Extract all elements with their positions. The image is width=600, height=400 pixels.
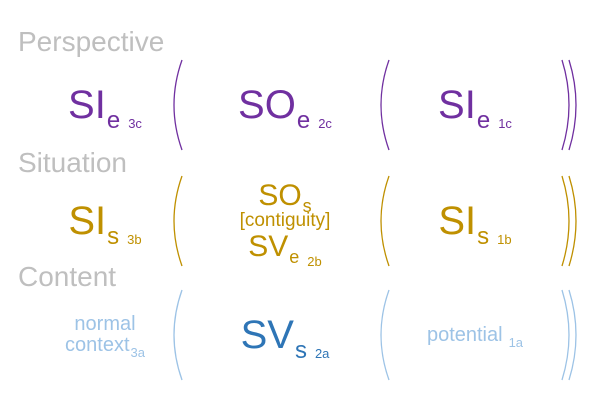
paren	[568, 59, 577, 151]
paren	[173, 59, 183, 151]
paren	[568, 175, 577, 267]
term: SV	[248, 229, 289, 263]
cell: SIe 1c	[380, 60, 570, 150]
row-label: Perspective	[18, 26, 165, 57]
index: 3b	[127, 232, 142, 247]
index: 2c	[318, 116, 332, 131]
row-label: Situation	[18, 147, 127, 178]
subscript: e	[289, 246, 300, 267]
row-label: Content	[18, 261, 117, 292]
cell-line: normal	[74, 314, 135, 335]
paren	[561, 289, 570, 381]
cell-line: potential 1a	[426, 323, 523, 349]
cell-line: SOs	[258, 178, 311, 215]
paren	[380, 59, 390, 151]
index: 1b	[497, 232, 512, 247]
cell: potential 1a	[380, 290, 570, 380]
paren	[173, 289, 183, 381]
term: potential	[426, 323, 503, 346]
paren	[380, 289, 390, 381]
subscript: e	[106, 107, 121, 134]
term: SO	[238, 83, 296, 127]
row-brackets	[173, 59, 577, 151]
cell: SIs 1b	[380, 176, 570, 266]
term: SV	[240, 313, 294, 357]
cell-line: SVs 2a	[240, 313, 330, 363]
subscript: e	[296, 107, 311, 134]
paren	[173, 175, 183, 267]
index: 1c	[498, 116, 512, 131]
paren	[568, 289, 577, 381]
cell-line: SIs 3b	[68, 199, 141, 249]
cell: SIs 3b	[10, 176, 200, 266]
term: SI	[68, 83, 106, 127]
paren	[561, 175, 570, 267]
subscript: s	[477, 223, 490, 250]
cell-line: SVe 2b	[248, 229, 322, 269]
term: context	[65, 334, 130, 356]
cell: SOs [contiguity] SVe 2b	[190, 176, 380, 269]
index: 2a	[314, 346, 330, 361]
term: normal	[74, 313, 136, 335]
subscript: s	[294, 337, 307, 364]
paren	[380, 175, 390, 267]
cell-line: SOe 2c	[238, 83, 332, 133]
cell: SIe 3c	[10, 60, 200, 150]
subscript: s	[107, 223, 120, 250]
cell-line: SIe 3c	[68, 83, 142, 133]
index: 2b	[307, 253, 322, 269]
term: SI	[438, 199, 477, 243]
paren	[561, 59, 570, 151]
index: 3c	[128, 116, 142, 131]
subscript: s	[302, 195, 312, 216]
cell-line: [contiguity]	[240, 211, 331, 231]
index: 3a	[130, 345, 145, 360]
row-brackets	[173, 175, 577, 267]
term: SI	[68, 199, 107, 243]
cell: SOe 2c	[190, 60, 380, 150]
cell-line: SIs 1b	[438, 199, 511, 249]
cell: SVs 2a	[190, 290, 380, 380]
subscript: e	[476, 107, 491, 134]
index: 1a	[508, 334, 524, 350]
term: [contiguity]	[239, 210, 331, 232]
term: SO	[258, 178, 302, 212]
cell-line: SIe 1c	[438, 83, 512, 133]
term: SI	[438, 83, 476, 127]
row-brackets	[173, 289, 577, 381]
cell: normal context3a	[10, 290, 200, 380]
cell-line: context3a	[65, 334, 145, 360]
